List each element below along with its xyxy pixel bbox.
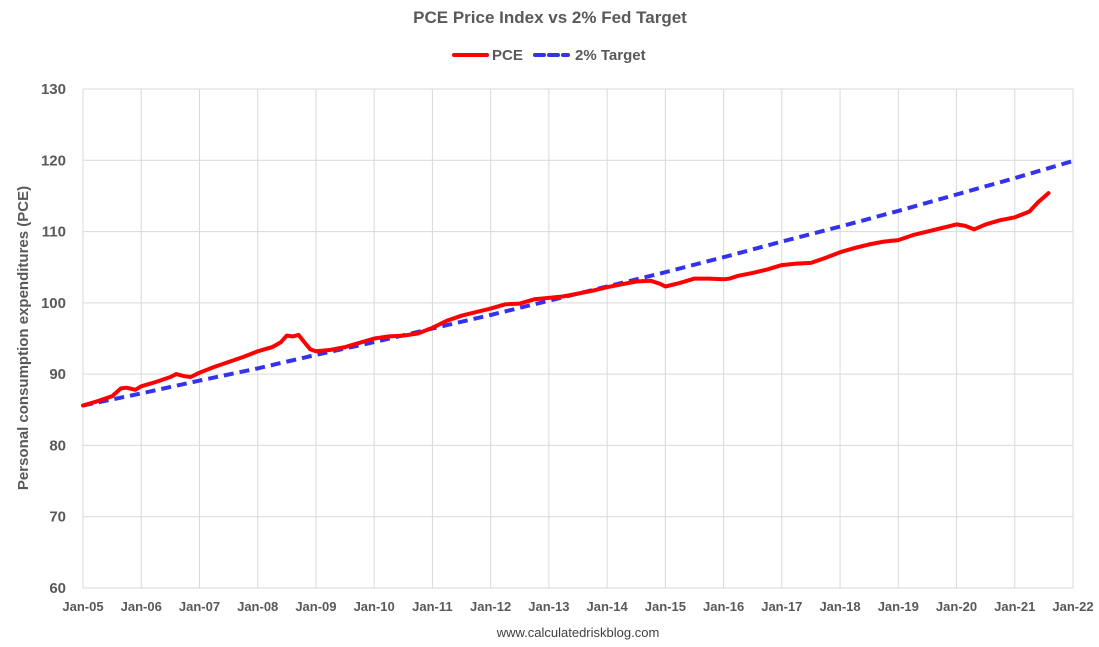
- x-tick-label: Jan-13: [528, 599, 569, 614]
- series-line-target: [82, 159, 1074, 408]
- x-tick-label: Jan-11: [412, 599, 452, 614]
- chart-title: PCE Price Index vs 2% Fed Target: [413, 8, 687, 27]
- source-credit: www.calculatedriskblog.com: [496, 625, 660, 640]
- x-tick-labels: Jan-05 Jan-06 Jan-07 Jan-08 Jan-09 Jan-10 Jan-…: [62, 599, 1093, 614]
- x-tick-label: Jan-19: [878, 599, 919, 614]
- y-tick-label: 120: [41, 152, 66, 169]
- y-tick-label: 80: [49, 437, 66, 454]
- y-tick-label: 130: [41, 81, 66, 98]
- y-tick-label: 90: [49, 366, 66, 383]
- x-tick-label: Jan-22: [1052, 599, 1093, 614]
- x-tick-label: Jan-17: [761, 599, 802, 614]
- x-tick-label: Jan-18: [819, 599, 860, 614]
- series-lines: [81, 159, 1074, 408]
- legend-label-target: 2% Target: [575, 47, 646, 64]
- y-tick-label: 100: [41, 295, 66, 312]
- x-tick-label: Jan-08: [237, 599, 278, 614]
- y-gridlines: [83, 88, 1073, 589]
- x-tick-label: Jan-09: [295, 599, 336, 614]
- x-tick-label: Jan-15: [645, 599, 686, 614]
- x-tick-label: Jan-06: [121, 599, 162, 614]
- x-tick-label: Jan-07: [179, 599, 220, 614]
- y-tick-label: 70: [49, 509, 66, 526]
- y-tick-label: 60: [49, 580, 66, 597]
- x-gridlines: [82, 89, 1074, 588]
- x-tick-label: Jan-14: [587, 599, 629, 614]
- x-tick-label: Jan-12: [470, 599, 511, 614]
- y-axis-label: Personal consumption expenditures (PCE): [15, 186, 32, 490]
- legend: PCE 2% Target: [452, 47, 646, 64]
- x-tick-label: Jan-21: [994, 599, 1035, 614]
- series-line-pce: [81, 191, 1051, 408]
- x-tick-label: Jan-05: [62, 599, 103, 614]
- x-tick-label: Jan-16: [703, 599, 744, 614]
- y-tick-label: 110: [42, 224, 66, 241]
- y-tick-labels: 60 70 80 90 100 110 120 130: [41, 81, 66, 597]
- legend-label-pce: PCE: [492, 47, 523, 64]
- x-tick-label: Jan-20: [936, 599, 977, 614]
- x-tick-label: Jan-10: [354, 599, 395, 614]
